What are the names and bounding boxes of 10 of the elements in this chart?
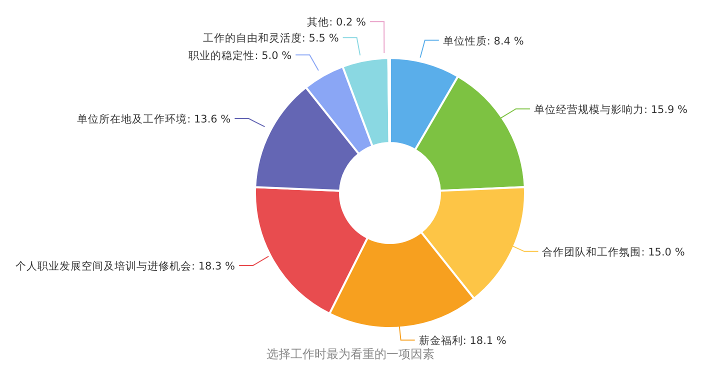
slice-label: 单位性质: 8.4 % (442, 34, 524, 48)
slice-label: 合作团队和工作氛围: 15.0 % (542, 245, 685, 258)
slice-label: 其他: 0.2 % (307, 16, 366, 29)
slice-label: 薪金福利: 18.1 % (418, 334, 506, 348)
text: 选择工作时最为看重的一项因素 (266, 346, 436, 363)
slice-label: 职业的稳定性: 5.0 % (188, 48, 292, 62)
slice-label: 单位经营规模与影响力: 15.9 % (534, 102, 688, 116)
slice-label: 单位所在地及工作环境: 13.6 % (77, 112, 231, 126)
slice-label: 个人职业发展空间及培训与进修机会: 18.3 % (15, 259, 236, 272)
slice-label: 工作的自由和灵活度: 5.5 % (202, 32, 339, 45)
